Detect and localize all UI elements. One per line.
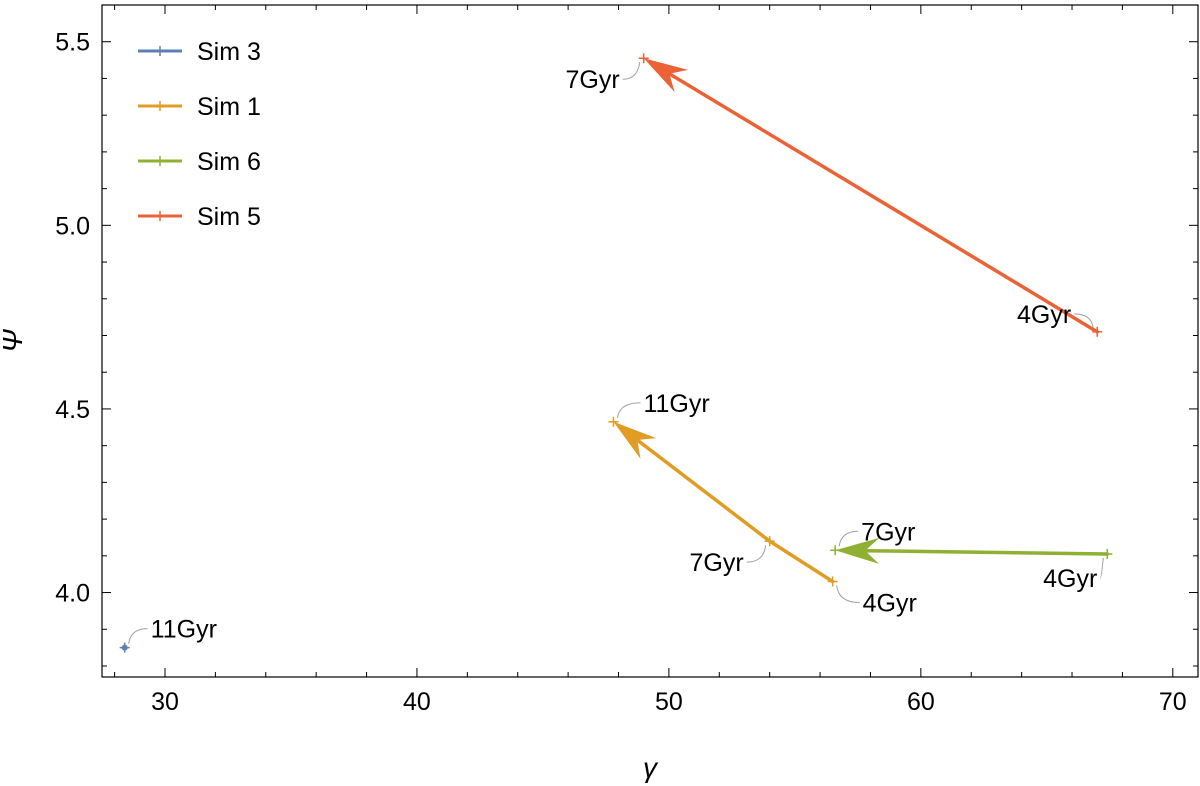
series-line — [665, 70, 1099, 334]
label-leader — [616, 402, 641, 418]
point-label: 4Gyr — [863, 590, 917, 618]
point-dot — [121, 644, 128, 651]
arrow-head — [835, 537, 880, 564]
data-point — [1092, 326, 1103, 337]
legend-label: Sim 1 — [197, 93, 261, 121]
point-label: 11Gyr — [643, 390, 709, 418]
data-point — [638, 53, 649, 64]
series-line — [767, 539, 835, 584]
x-tick-label: 40 — [403, 688, 431, 716]
data-point — [830, 545, 841, 556]
point-label: 7Gyr — [689, 549, 743, 577]
y-tick-label: 5.0 — [55, 212, 90, 240]
label-leader — [836, 585, 860, 604]
point-label-layer: 11Gyr 4Gyr 7Gyr 11Gyr 4Gyr 7Gyr 4Gyr 7Gyr — [128, 62, 1104, 644]
point-label: 7Gyr — [861, 518, 915, 546]
label-leader — [838, 530, 859, 547]
data-point — [827, 576, 838, 587]
y-axis-label: Ψ — [0, 329, 28, 353]
legend-label: Sim 5 — [197, 203, 261, 231]
y-tick-label: 4.5 — [55, 396, 90, 424]
point-label: 11Gyr — [151, 616, 217, 644]
x-tick-label: 30 — [151, 688, 179, 716]
label-leader — [128, 628, 148, 644]
data-point — [608, 416, 619, 427]
legend: Sim 3 Sim 1 Sim 6 Sim 5 — [138, 38, 261, 231]
legend-item: Sim 1 — [138, 93, 261, 121]
legend-item: Sim 3 — [138, 38, 261, 66]
series-line — [633, 437, 772, 543]
data-point — [119, 642, 130, 653]
point-label: 4Gyr — [1017, 301, 1071, 329]
arrow-head — [643, 58, 689, 93]
plot-frame — [101, 4, 1199, 678]
y-axis: 4.0 4.5 5.0 5.5 — [55, 4, 1198, 667]
point-label: 7Gyr — [566, 66, 620, 94]
legend-label: Sim 6 — [197, 148, 261, 176]
x-axis-label: γ — [643, 752, 659, 783]
legend-label: Sim 3 — [197, 38, 261, 66]
series-line — [861, 548, 1110, 556]
legend-item: Sim 6 — [138, 148, 261, 176]
legend-item: Sim 5 — [138, 203, 261, 231]
label-leader — [1074, 313, 1094, 328]
y-tick-label: 5.5 — [55, 29, 90, 57]
data-point — [1102, 548, 1113, 559]
y-tick-label: 4.0 — [55, 580, 90, 608]
label-leader — [622, 62, 641, 80]
x-tick-label: 60 — [907, 688, 935, 716]
label-leader — [746, 545, 767, 563]
x-tick-label: 50 — [655, 688, 683, 716]
data-point — [764, 536, 775, 547]
x-axis: 30 40 50 60 70 — [114, 5, 1187, 716]
label-leader — [1099, 557, 1104, 579]
series-layer — [119, 53, 1113, 653]
x-tick-label: 70 — [1159, 688, 1187, 716]
point-label: 4Gyr — [1043, 565, 1097, 593]
